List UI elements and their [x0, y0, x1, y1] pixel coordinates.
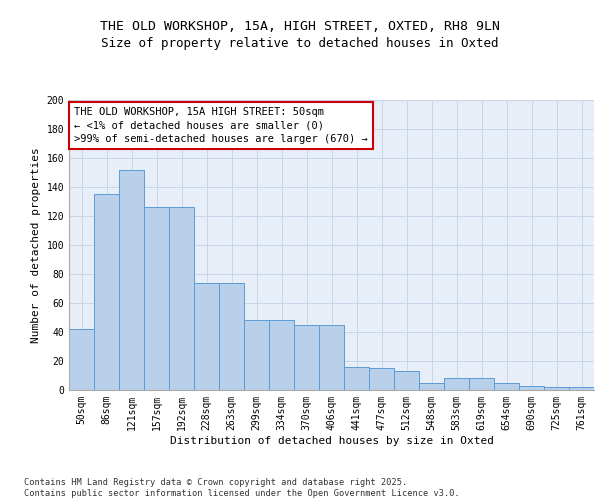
Bar	[319, 325, 344, 390]
Bar	[419, 383, 444, 390]
Text: THE OLD WORKSHOP, 15A, HIGH STREET, OXTED, RH8 9LN: THE OLD WORKSHOP, 15A, HIGH STREET, OXTE…	[100, 20, 500, 33]
Bar	[469, 378, 494, 390]
Bar	[144, 208, 169, 390]
Bar	[394, 371, 419, 390]
Bar	[294, 325, 319, 390]
Text: THE OLD WORKSHOP, 15A HIGH STREET: 50sqm
← <1% of detached houses are smaller (0: THE OLD WORKSHOP, 15A HIGH STREET: 50sqm…	[74, 108, 368, 144]
Bar	[119, 170, 144, 390]
Bar	[494, 383, 519, 390]
Bar	[369, 368, 394, 390]
Bar	[194, 282, 219, 390]
Bar	[519, 386, 544, 390]
Bar	[169, 208, 194, 390]
Bar	[219, 282, 244, 390]
Bar	[569, 387, 594, 390]
Text: Size of property relative to detached houses in Oxted: Size of property relative to detached ho…	[101, 38, 499, 51]
Text: Contains HM Land Registry data © Crown copyright and database right 2025.
Contai: Contains HM Land Registry data © Crown c…	[24, 478, 460, 498]
Bar	[544, 387, 569, 390]
Bar	[269, 320, 294, 390]
Bar	[344, 367, 369, 390]
Y-axis label: Number of detached properties: Number of detached properties	[31, 147, 41, 343]
Bar	[244, 320, 269, 390]
Bar	[69, 329, 94, 390]
X-axis label: Distribution of detached houses by size in Oxted: Distribution of detached houses by size …	[170, 436, 493, 446]
Bar	[444, 378, 469, 390]
Bar	[94, 194, 119, 390]
